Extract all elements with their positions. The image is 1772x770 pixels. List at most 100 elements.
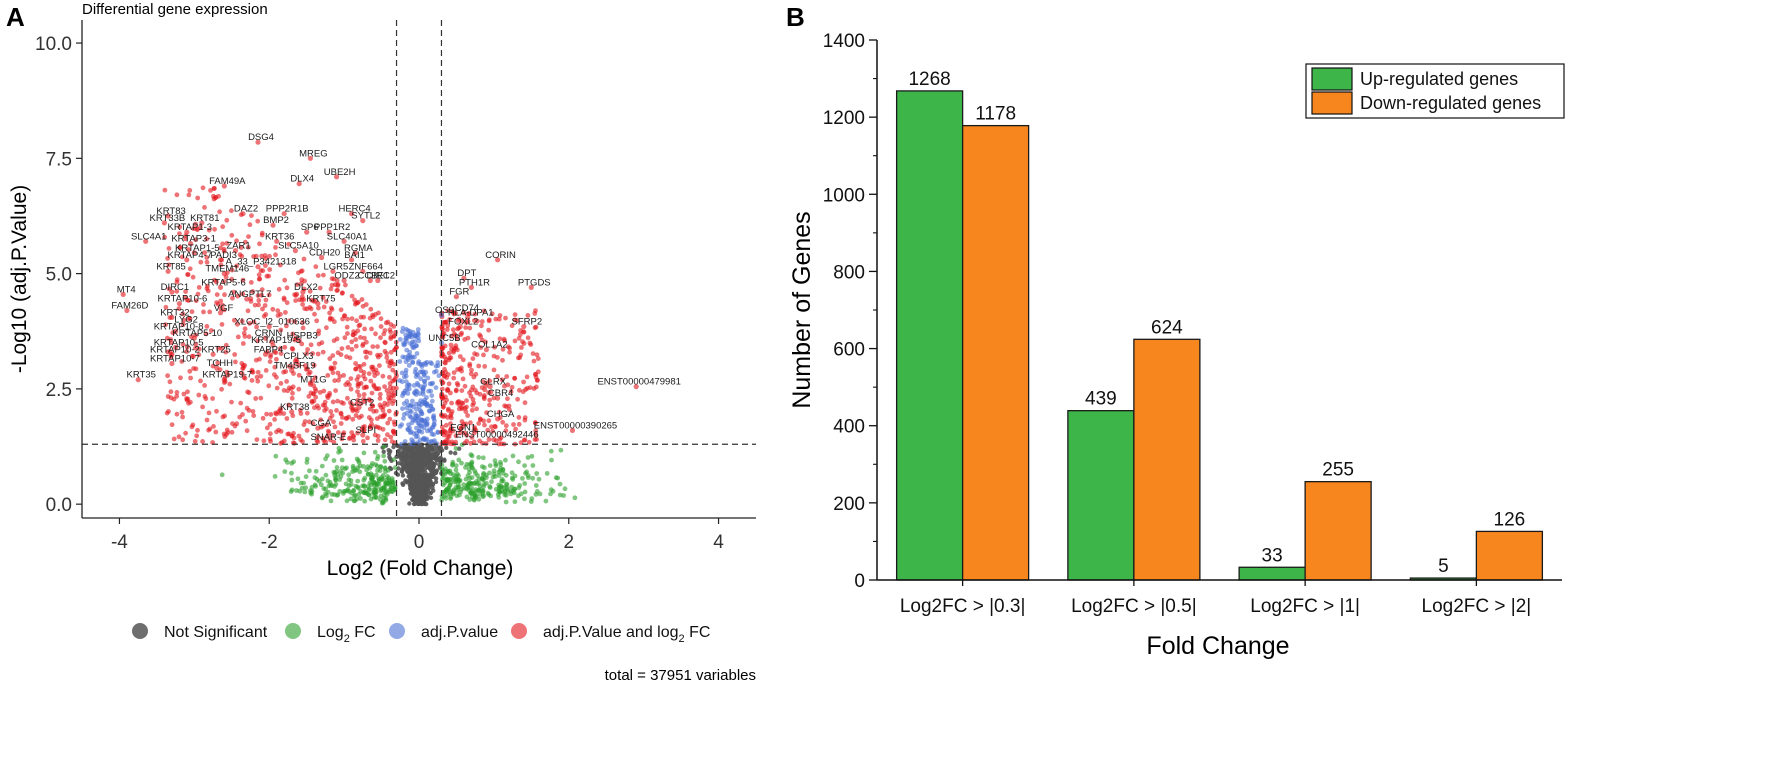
point-both — [351, 437, 357, 443]
point-ns — [409, 491, 414, 496]
point-p — [430, 380, 436, 386]
bar-y-tick-label: 800 — [833, 262, 865, 283]
point-both — [254, 437, 260, 442]
point-both — [444, 319, 449, 325]
point-both — [171, 436, 177, 442]
point-fc — [522, 496, 527, 502]
point-fc — [335, 492, 341, 498]
point-both — [359, 413, 364, 419]
point-both — [184, 229, 190, 235]
point-both — [370, 344, 376, 349]
point-p — [414, 371, 420, 377]
point-both — [193, 298, 199, 304]
point-both — [240, 412, 245, 417]
point-both — [247, 222, 253, 228]
point-ns — [420, 462, 425, 467]
gene-label: KRT36 — [265, 231, 294, 242]
point-both — [486, 317, 492, 323]
point-both — [239, 318, 245, 324]
point-both — [451, 370, 457, 375]
point-both — [325, 373, 331, 378]
volcano-x-tick-label: 0 — [414, 532, 425, 553]
point-both — [224, 369, 230, 375]
point-both — [273, 245, 278, 250]
point-both — [361, 361, 367, 367]
point-fc — [288, 489, 294, 494]
point-both — [298, 411, 304, 416]
point-both — [219, 386, 225, 392]
bar-category-label: Log2FC > |0.5| — [1071, 596, 1197, 617]
point-both — [517, 387, 522, 393]
point-both — [186, 192, 192, 198]
point-both — [218, 262, 224, 268]
point-both — [186, 316, 192, 322]
point-ns — [422, 496, 427, 501]
point-both — [350, 332, 356, 338]
point-both — [180, 311, 186, 317]
point-both — [457, 430, 463, 436]
point-fc — [382, 495, 387, 501]
point-both — [481, 418, 486, 424]
point-p — [433, 385, 439, 391]
point-p — [411, 345, 417, 350]
point-both — [491, 367, 497, 373]
point-both — [169, 422, 175, 428]
point-both — [214, 408, 219, 414]
point-both — [258, 268, 264, 273]
point-both — [187, 188, 193, 193]
point-both — [464, 432, 470, 438]
point-both — [234, 421, 240, 427]
point-both — [274, 385, 280, 391]
point-both — [485, 427, 491, 433]
point-both — [263, 263, 268, 268]
point-fc — [333, 475, 339, 481]
point-both — [387, 381, 393, 386]
point-both — [344, 324, 350, 330]
gene-label: UBE2H — [324, 167, 356, 178]
point-both — [303, 366, 309, 372]
point-both — [468, 440, 474, 446]
bar-y-tick-label: 1400 — [823, 31, 865, 52]
point-p — [399, 379, 405, 385]
point-both — [495, 395, 501, 401]
point-both — [254, 324, 259, 330]
point-both — [507, 349, 512, 355]
point-fc — [516, 493, 521, 499]
point-ns — [431, 445, 436, 450]
point-fc — [495, 492, 501, 497]
point-both — [315, 439, 321, 445]
point-ns — [402, 448, 407, 453]
point-fc — [360, 483, 366, 489]
point-both — [387, 327, 393, 333]
point-fc — [367, 486, 372, 492]
gene-label: A_33_P3421318 — [226, 257, 297, 268]
point-fc — [219, 472, 225, 478]
point-both — [187, 266, 193, 272]
point-fc — [445, 492, 450, 498]
point-both — [262, 253, 268, 258]
point-both — [336, 377, 341, 383]
point-fc — [572, 495, 578, 501]
gene-label: LGR5 — [323, 261, 348, 272]
point-both — [143, 238, 149, 244]
point-both — [520, 389, 526, 395]
bar-value-label: 255 — [1322, 460, 1354, 481]
point-fc — [516, 459, 521, 465]
point-both — [358, 335, 363, 340]
point-both — [220, 414, 226, 420]
point-p — [412, 390, 417, 396]
point-fc — [332, 484, 337, 489]
point-both — [459, 368, 464, 374]
bar-y-tick-label: 1000 — [823, 185, 865, 206]
gene-label: KRT33B — [150, 213, 186, 224]
point-fc — [323, 456, 328, 462]
point-both — [491, 437, 497, 443]
legend-text: adj.P.value — [421, 624, 498, 641]
point-both — [503, 423, 509, 429]
gene-label: KRT25 — [201, 344, 230, 355]
point-both — [367, 277, 373, 284]
point-both — [284, 323, 289, 329]
point-both — [531, 358, 537, 364]
point-p — [406, 357, 411, 363]
point-both — [500, 357, 505, 363]
